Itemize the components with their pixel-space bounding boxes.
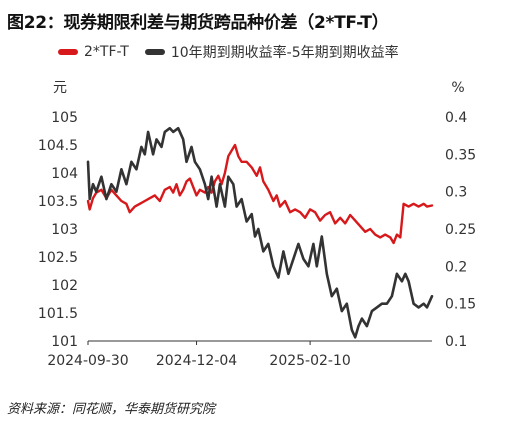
left-axis-tick-label: 103 bbox=[51, 222, 78, 238]
left-axis-tick-label: 104 bbox=[51, 166, 78, 182]
chart-legend: 2*TF-T 10年期到期收益率-5年期到期收益率 bbox=[58, 42, 415, 62]
series-line-2 bbox=[86, 126, 434, 339]
right-axis-tick-label: 0.1 bbox=[445, 334, 467, 350]
left-axis-tick-label: 101.5 bbox=[38, 306, 78, 322]
legend-swatch-series2 bbox=[144, 49, 165, 55]
left-axis-tick-label: 105 bbox=[51, 110, 78, 126]
left-axis-tick-label: 104.5 bbox=[38, 138, 78, 154]
left-axis-tick-label: 103.5 bbox=[38, 194, 78, 210]
right-axis-tick-label: 0.25 bbox=[445, 222, 476, 238]
series-line-1 bbox=[86, 143, 434, 245]
right-axis-tick-label: 0.3 bbox=[445, 185, 467, 201]
chart-title: 图22：现券期限利差与期货跨品种价差（2*TF-T） bbox=[7, 13, 389, 33]
x-axis-tick-label: 2025-02-10 bbox=[269, 353, 350, 369]
left-axis-tick-label: 101 bbox=[51, 334, 78, 350]
legend-swatch-series1 bbox=[58, 49, 78, 55]
legend-item-series1: 2*TF-T bbox=[58, 44, 129, 60]
legend-label-series2: 10年期到期收益率-5年期到期收益率 bbox=[170, 45, 399, 61]
right-axis-unit: % bbox=[451, 80, 464, 96]
right-axis-tick-label: 0.15 bbox=[445, 297, 476, 313]
right-axis-tick-label: 0.35 bbox=[445, 147, 476, 163]
source-note: 资料来源：同花顺，华泰期货研究院 bbox=[7, 402, 216, 417]
x-axis-tick-label: 2024-12-04 bbox=[156, 353, 237, 369]
legend-item-series2: 10年期到期收益率-5年期到期收益率 bbox=[144, 42, 399, 62]
right-axis-tick-label: 0.2 bbox=[445, 259, 467, 275]
x-axis-tick-label: 2024-09-30 bbox=[47, 353, 128, 369]
legend-label-series1: 2*TF-T bbox=[84, 44, 129, 60]
left-axis-tick-label: 102.5 bbox=[38, 250, 78, 266]
left-axis-tick-label: 102 bbox=[51, 278, 78, 294]
left-axis-unit: 元 bbox=[53, 80, 67, 96]
right-axis-tick-label: 0.4 bbox=[445, 110, 467, 126]
